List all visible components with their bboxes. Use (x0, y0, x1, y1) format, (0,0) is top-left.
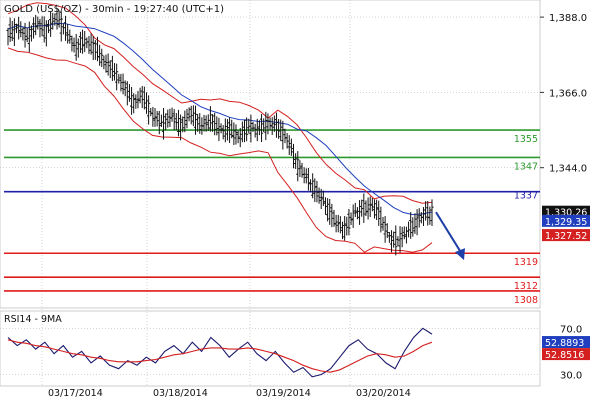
bollinger-lower-band (7, 47, 433, 253)
x-tick-label: 03/19/2014 (256, 388, 311, 399)
price-tag-label: 1,329.35 (545, 217, 587, 228)
rsi-value-tag-label: 52.8516 (545, 350, 584, 361)
projection-arrow-shaft (435, 211, 463, 255)
price-y-tick-label: 1,366.0 (549, 88, 587, 99)
rsi-value-tag-label: 52.8893 (545, 338, 584, 349)
level-label-1308: 1308 (514, 295, 538, 306)
price-tag-label: 1,327.52 (545, 231, 587, 242)
projection-arrow-head (455, 248, 465, 261)
price-tag-label: 1,330.26 (545, 208, 587, 219)
level-label-1337: 1337 (514, 191, 538, 202)
level-label-1347: 1347 (514, 161, 538, 172)
rsi-chart-title: RSI14 - 9MA (4, 314, 62, 325)
rsi-y-tick-label: 30.0 (560, 370, 582, 381)
price-y-tick-label: 1,344.0 (549, 164, 587, 175)
price-tag-box (542, 229, 590, 242)
x-tick-label: 03/20/2014 (356, 388, 411, 399)
x-tick-label: 03/17/2014 (48, 388, 103, 399)
price-tag-box (542, 205, 590, 218)
level-label-1312: 1312 (514, 281, 538, 292)
price-y-tick-label: 1,388.0 (549, 13, 587, 24)
bollinger-upper-band (7, 2, 433, 204)
rsi-value-tag-box (542, 336, 590, 349)
moving-average-line (7, 22, 433, 216)
rsi-series-9MA (7, 339, 433, 373)
x-tick-label: 03/18/2014 (153, 388, 208, 399)
price-chart-title: GOLD (US$/OZ) - 30min - 19:27:40 (UTC+1) (4, 4, 224, 15)
rsi-series-RSI14 (7, 327, 433, 378)
rsi-y-tick-label: 70.0 (560, 324, 582, 335)
rsi-panel-frame (0, 310, 541, 387)
level-label-1355: 1355 (514, 134, 538, 145)
rsi-value-tag-box (542, 348, 590, 361)
price-tag-box (542, 214, 590, 227)
price-panel-frame (0, 0, 541, 309)
level-label-1319: 1319 (514, 257, 538, 268)
